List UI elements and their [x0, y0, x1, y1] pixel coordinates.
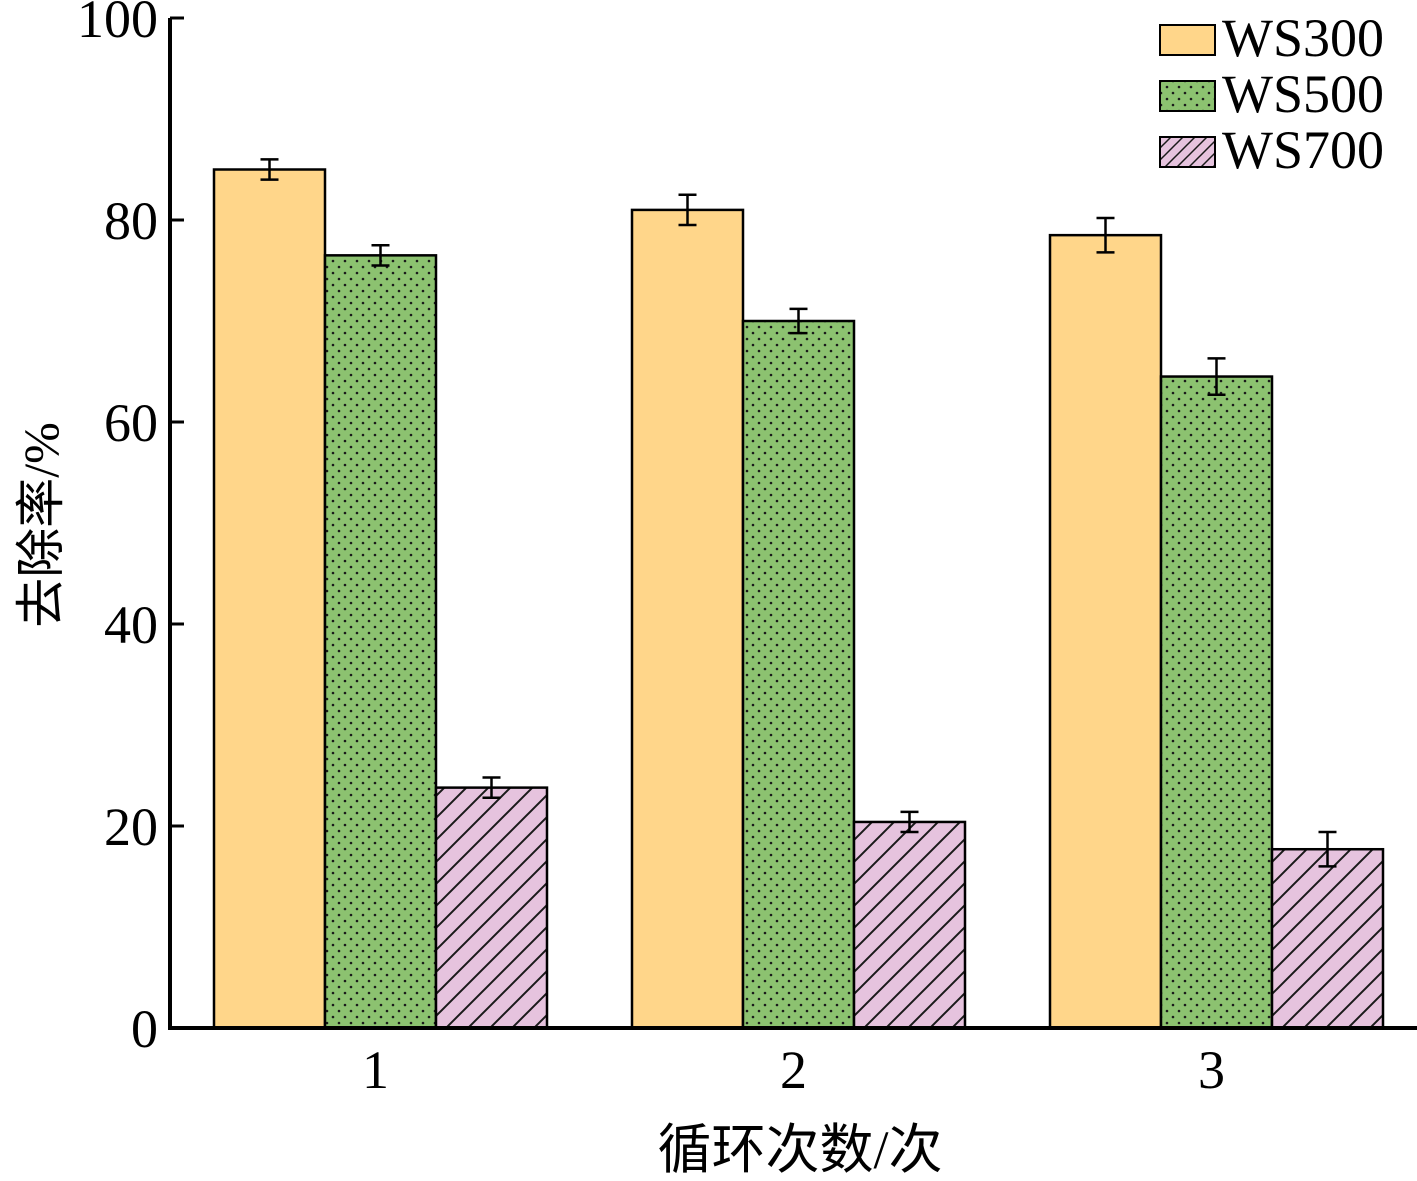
- bar-ws700-cycle-2: [852, 820, 967, 1030]
- bar-ws500-cycle-1: [323, 254, 438, 1030]
- y-tick-label: 100: [77, 0, 158, 49]
- y-tick-label: 60: [104, 393, 158, 453]
- legend-label: WS300: [1222, 8, 1384, 68]
- legend-swatch: [1159, 80, 1216, 112]
- legend-swatch: [1159, 24, 1216, 56]
- error-bars-layer: [260, 158, 1337, 868]
- bar-ws500-cycle-3: [1159, 375, 1274, 1030]
- bar-ws300-cycle-3: [1048, 233, 1163, 1030]
- error-bar-ws700-cycle-3: [1318, 830, 1337, 868]
- error-bar-ws500-cycle-1: [371, 244, 390, 267]
- x-ticks: 1 2 3: [362, 1040, 1225, 1100]
- error-bar-ws300-cycle-3: [1096, 216, 1115, 254]
- y-tick-label: 20: [104, 797, 158, 857]
- x-tick-label: 2: [780, 1040, 807, 1100]
- x-tick-label: 3: [1198, 1040, 1225, 1100]
- bar-ws700-cycle-1: [434, 786, 549, 1030]
- error-bar-ws300-cycle-2: [678, 193, 697, 227]
- legend-item-ws700: WS700: [1159, 120, 1384, 180]
- y-tick-label: 0: [131, 999, 158, 1059]
- bar-ws300-cycle-1: [212, 168, 327, 1030]
- bar-ws700-cycle-3: [1270, 847, 1385, 1030]
- y-tick-label: 80: [104, 191, 158, 251]
- legend-swatch: [1159, 136, 1216, 168]
- bar-ws300-cycle-2: [630, 208, 745, 1030]
- error-bar-ws500-cycle-3: [1207, 357, 1226, 396]
- x-axis-label: 循环次数/次: [657, 1120, 942, 1180]
- error-bar-ws700-cycle-2: [900, 810, 919, 834]
- x-tick-label: 1: [362, 1040, 389, 1100]
- bar-ws500-cycle-2: [741, 319, 856, 1030]
- bars-layer: [212, 168, 1385, 1030]
- y-ticks: 0 20 40 60 80 100: [77, 0, 184, 1059]
- y-tick-label: 40: [104, 595, 158, 655]
- error-bar-ws700-cycle-1: [482, 776, 501, 799]
- error-bar-ws300-cycle-1: [260, 158, 279, 181]
- legend-label: WS500: [1222, 64, 1384, 124]
- legend-item-ws500: WS500: [1159, 64, 1384, 124]
- y-axis-label: 去除率/%: [13, 422, 69, 628]
- error-bar-ws500-cycle-2: [789, 307, 808, 335]
- legend-item-ws300: WS300: [1159, 8, 1384, 68]
- legend-label: WS700: [1222, 120, 1384, 180]
